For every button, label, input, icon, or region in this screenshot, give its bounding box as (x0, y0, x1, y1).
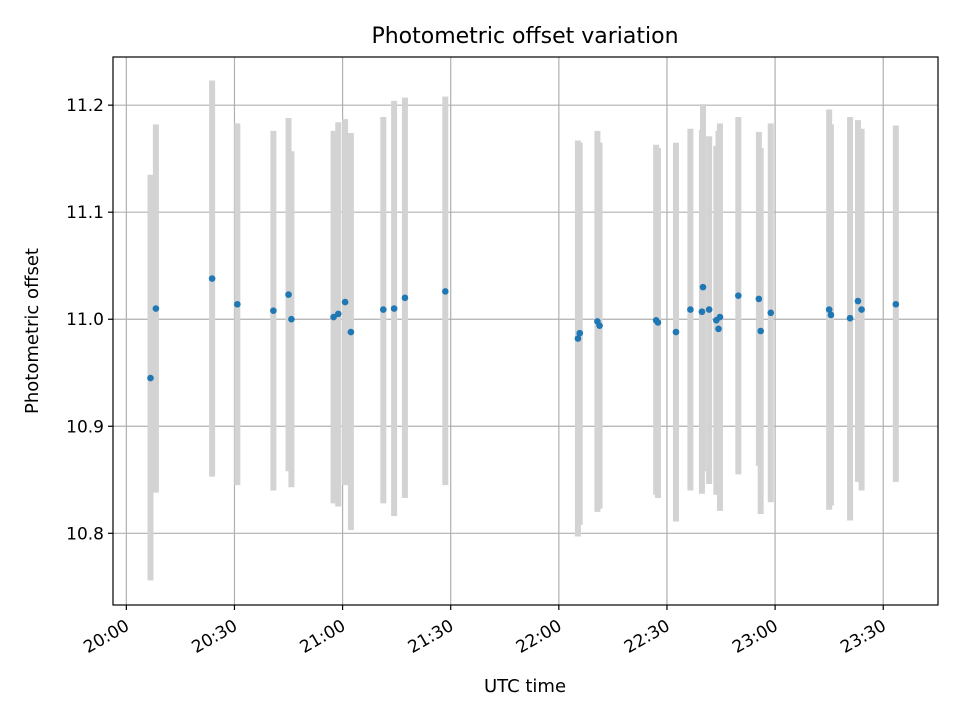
data-point (687, 306, 694, 313)
data-point (330, 313, 337, 321)
data-points (147, 275, 900, 382)
data-point (390, 305, 398, 312)
y-axis-ticks: 10.8 10.9 11.0 11.1 11.2 (66, 96, 113, 544)
y-tick-label: 11.1 (66, 203, 104, 223)
data-point (654, 319, 662, 326)
data-point (341, 298, 349, 306)
data-point (827, 311, 835, 319)
data-point (285, 291, 292, 298)
data-point (234, 300, 241, 308)
y-tick-label: 11.2 (66, 96, 104, 116)
y-tick-label: 11.0 (66, 310, 104, 330)
data-point (576, 329, 584, 337)
data-point (825, 306, 833, 313)
data-point (892, 300, 900, 308)
y-tick-label: 10.8 (66, 524, 104, 544)
data-point (208, 275, 216, 282)
data-point (735, 292, 742, 299)
data-point (705, 306, 713, 313)
data-point (767, 309, 775, 317)
data-point (755, 295, 763, 303)
data-point (347, 328, 355, 336)
y-tick-label: 10.9 (66, 417, 104, 437)
data-point (757, 327, 764, 335)
data-point (380, 306, 387, 313)
y-axis-label: Photometric offset (22, 248, 43, 414)
data-point (147, 374, 154, 382)
data-point (698, 308, 706, 316)
data-point (401, 294, 409, 302)
x-axis-label: UTC time (484, 676, 566, 697)
data-point (152, 305, 160, 312)
data-point (846, 314, 854, 322)
data-point (270, 307, 277, 314)
data-point (716, 313, 724, 321)
data-point (334, 310, 342, 318)
data-point (442, 288, 449, 295)
data-point (715, 325, 722, 333)
data-point (858, 306, 865, 313)
data-point (854, 297, 862, 305)
data-point (699, 283, 707, 291)
plot-frame (112, 56, 939, 606)
data-point (596, 322, 603, 329)
data-point (288, 315, 295, 323)
chart-title: Photometric offset variation (371, 24, 678, 49)
data-point (672, 328, 680, 336)
grid (113, 57, 938, 605)
data-point (574, 335, 582, 342)
